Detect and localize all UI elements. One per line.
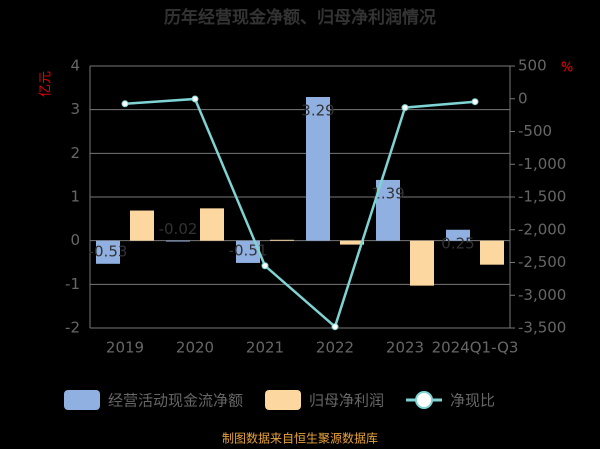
data-label: -0.53 xyxy=(89,242,128,260)
y-tick-label: -2 xyxy=(65,319,80,337)
y2-tick-label: -3,000 xyxy=(518,286,566,304)
bar xyxy=(96,240,120,264)
legend-swatch xyxy=(415,391,434,409)
line-marker xyxy=(471,98,479,106)
legend-swatch xyxy=(265,390,302,410)
bar xyxy=(340,240,364,245)
bar xyxy=(480,240,504,265)
line-marker xyxy=(191,95,199,103)
legend-label: 净现比 xyxy=(450,392,495,410)
y-tick-label: 2 xyxy=(70,144,80,162)
bar xyxy=(236,240,260,263)
bar xyxy=(410,240,434,286)
bar xyxy=(130,210,154,241)
line xyxy=(124,97,476,329)
bar xyxy=(270,239,294,241)
legend-swatch xyxy=(64,390,100,410)
line-marker xyxy=(331,323,339,331)
y-axis-label: 亿元 xyxy=(39,71,54,97)
y-tick-label: 0 xyxy=(70,231,80,249)
y2-tick-label: 0 xyxy=(518,89,528,107)
x-tick-label: 2021 xyxy=(246,339,284,357)
line-marker xyxy=(261,262,269,270)
bar xyxy=(200,208,224,241)
line-marker xyxy=(121,100,129,108)
x-tick-label: 2022 xyxy=(316,339,354,357)
data-label: 0.25 xyxy=(441,234,474,252)
y-tick-label: 4 xyxy=(70,57,80,75)
y2-tick-label: -3,500 xyxy=(518,319,566,337)
x-tick-label: 2024Q1-Q3 xyxy=(432,339,519,357)
chart-title: 历年经营现金净额、归母净利润情况 xyxy=(164,7,436,28)
y-tick-label: 3 xyxy=(70,100,80,118)
x-tick-label: 2020 xyxy=(176,339,214,357)
data-label: 3.29 xyxy=(301,102,334,120)
y2-tick-label: -1,000 xyxy=(518,155,566,173)
x-tick-label: 2019 xyxy=(106,339,144,357)
x-tick-label: 2023 xyxy=(386,339,424,357)
bar xyxy=(166,240,190,242)
y2-tick-label: -1,500 xyxy=(518,188,566,206)
line-marker xyxy=(401,104,409,112)
data-label: -0.02 xyxy=(159,220,198,238)
y2-tick-label: -500 xyxy=(518,122,552,140)
y2-axis-label: % xyxy=(561,61,573,76)
y-tick-label: 1 xyxy=(70,188,80,206)
y2-tick-label: 500 xyxy=(518,57,547,75)
legend-label: 归母净利润 xyxy=(309,392,384,410)
y2-tick-label: -2,000 xyxy=(518,220,566,238)
y2-tick-label: -2,500 xyxy=(518,253,566,271)
bar xyxy=(446,229,470,241)
bar xyxy=(306,97,330,241)
y-tick-label: -1 xyxy=(65,275,80,293)
legend-label: 经营活动现金流净额 xyxy=(108,392,243,410)
bar xyxy=(376,179,400,241)
source-note: 制图数据来自恒生聚源数据库 xyxy=(222,431,378,446)
